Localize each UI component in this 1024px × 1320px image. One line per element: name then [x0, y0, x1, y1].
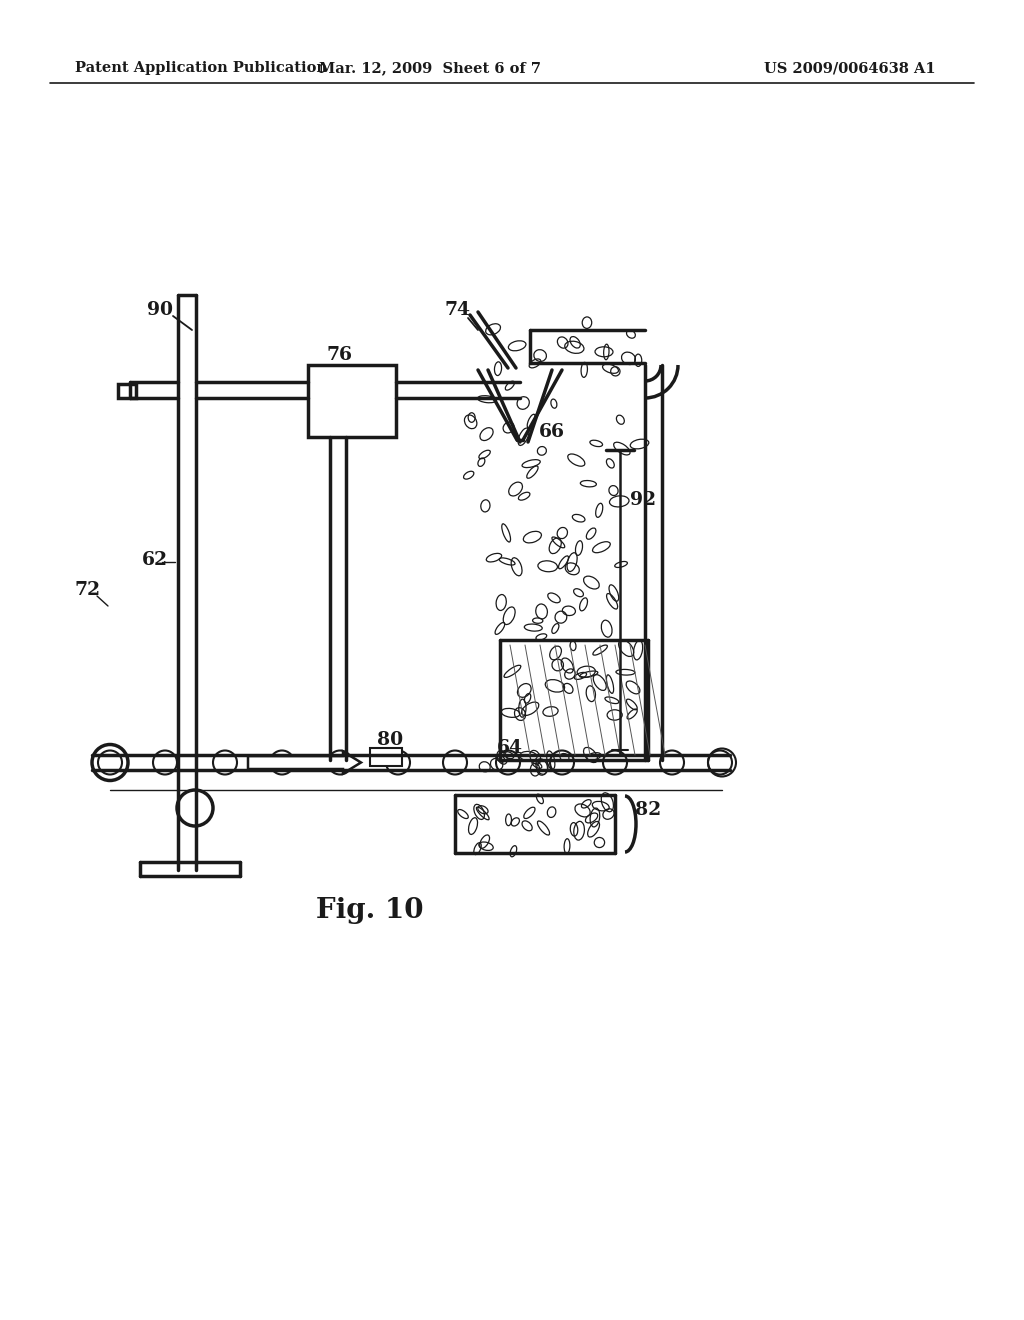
Text: 76: 76 — [327, 346, 353, 364]
Bar — [118, 384, 136, 399]
Text: 90: 90 — [147, 301, 173, 319]
Text: Fig. 10: Fig. 10 — [316, 896, 424, 924]
Text: 64: 64 — [497, 739, 523, 756]
Text: 80: 80 — [377, 731, 403, 748]
FancyArrow shape — [248, 751, 361, 774]
Text: 82: 82 — [635, 801, 662, 818]
Text: US 2009/0064638 A1: US 2009/0064638 A1 — [764, 61, 936, 75]
Text: Mar. 12, 2009  Sheet 6 of 7: Mar. 12, 2009 Sheet 6 of 7 — [319, 61, 541, 75]
Text: 72: 72 — [75, 581, 101, 599]
Text: 66: 66 — [539, 422, 565, 441]
Bar — [308, 366, 396, 437]
Text: Patent Application Publication: Patent Application Publication — [75, 61, 327, 75]
Text: 92: 92 — [630, 491, 656, 510]
Bar — [370, 748, 402, 766]
Text: 74: 74 — [445, 301, 471, 319]
Text: 62: 62 — [142, 550, 168, 569]
